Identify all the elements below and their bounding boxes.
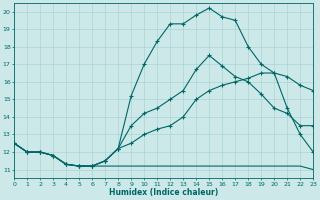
X-axis label: Humidex (Indice chaleur): Humidex (Indice chaleur) (109, 188, 218, 197)
